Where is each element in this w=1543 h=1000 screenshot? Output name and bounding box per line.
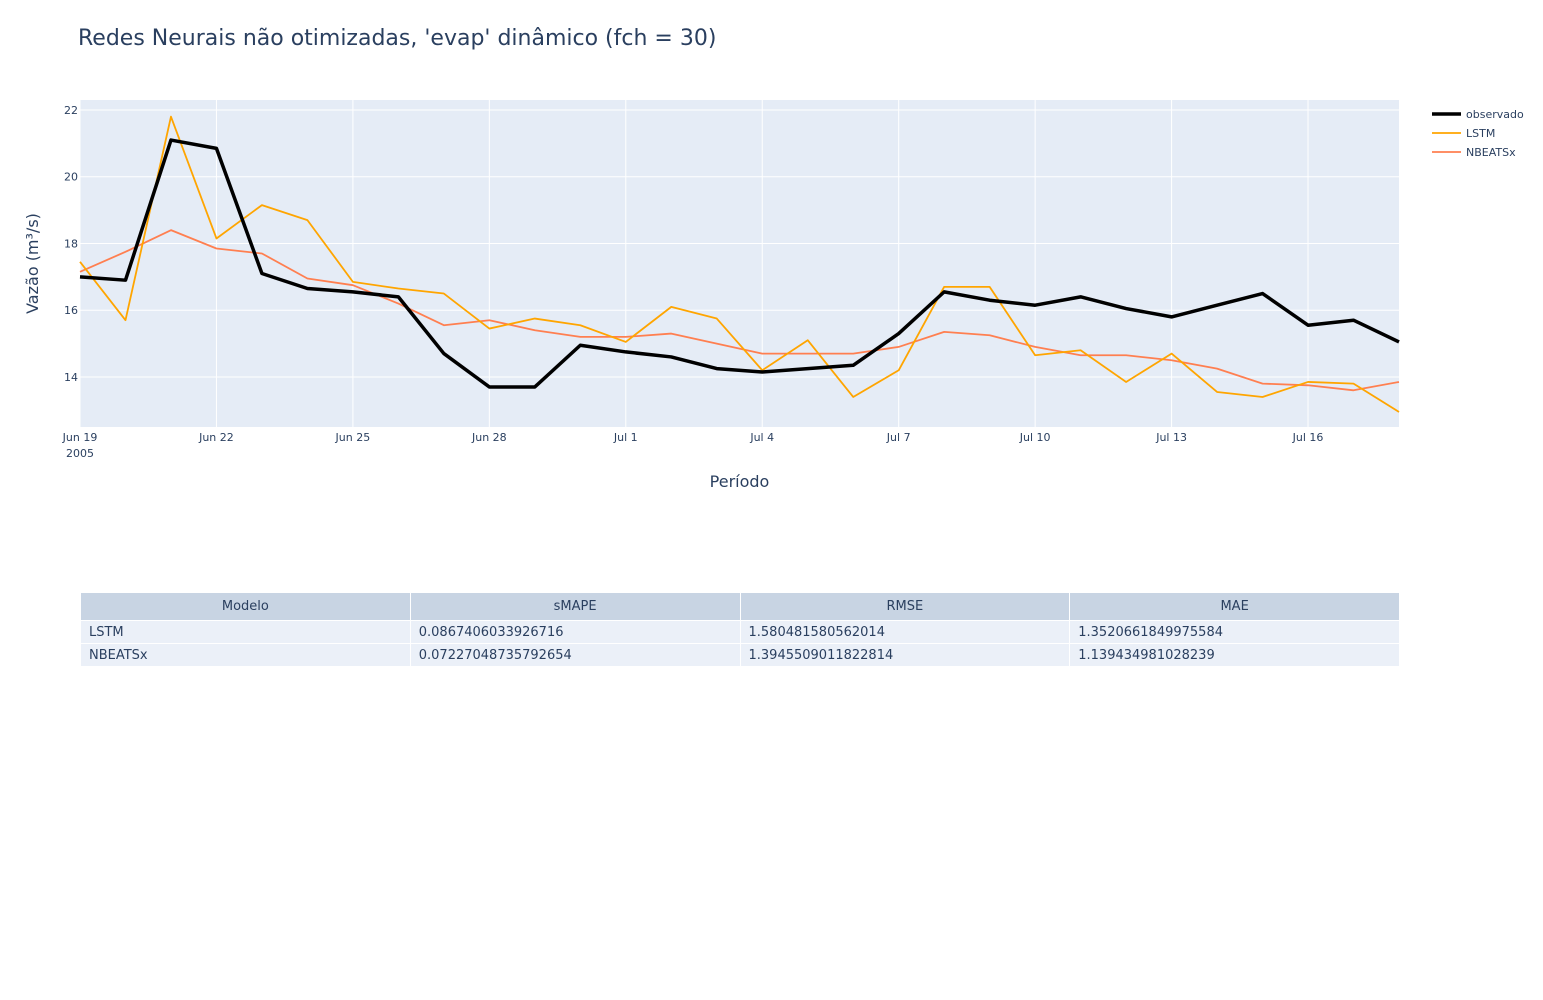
x-tick-label: Jun 19 [62, 431, 98, 444]
chart-title: Redes Neurais não otimizadas, 'evap' din… [78, 26, 717, 51]
y-tick-label: 18 [64, 237, 78, 250]
series-line-nbeatsx [79, 229, 1400, 392]
series-line-lstm [79, 115, 1400, 413]
legend[interactable]: observado LSTM NBEATSx [1432, 108, 1524, 159]
cell-model: LSTM [80, 620, 411, 644]
cell-smape: 0.0867406033926716 [409, 620, 741, 644]
y-tick-label: 20 [64, 171, 78, 184]
cell-mae: 1.139434981028239 [1069, 643, 1400, 667]
gridlines [79, 100, 1399, 427]
x-tick-label: Jul 16 [1292, 431, 1324, 444]
metrics-table: Modelo sMAPE RMSE MAE LSTM 0.08674060339… [80, 592, 1400, 667]
table-header-row: Modelo sMAPE RMSE MAE [80, 592, 1400, 621]
legend-item-lstm[interactable]: LSTM [1432, 127, 1495, 140]
legend-label: LSTM [1466, 127, 1495, 140]
x-axis-title: Período [710, 472, 770, 491]
legend-item-nbeatsx[interactable]: NBEATSx [1432, 146, 1516, 159]
x-tick-label: Jul 4 [749, 431, 774, 444]
table-row: NBEATSx 0.07227048735792654 1.3945509011… [80, 643, 1400, 667]
x-tick-label: Jul 13 [1155, 431, 1187, 444]
cell-smape: 0.07227048735792654 [409, 643, 741, 667]
plot-area [80, 100, 1399, 427]
header-modelo: Modelo [80, 592, 411, 621]
header-smape: sMAPE [409, 592, 741, 621]
legend-label: observado [1466, 108, 1524, 121]
x-tick-label: Jun 25 [335, 431, 371, 444]
header-rmse: RMSE [739, 592, 1071, 621]
x-tick-label: Jul 1 [613, 431, 638, 444]
series-lines [79, 115, 1400, 413]
y-axis-ticks: 14 16 18 20 22 [64, 104, 78, 384]
y-tick-label: 22 [64, 104, 78, 117]
x-tick-label: Jun 28 [471, 431, 507, 444]
header-mae: MAE [1069, 592, 1400, 621]
table-row: LSTM 0.0867406033926716 1.58048158056201… [80, 620, 1400, 644]
x-axis-ticks: Jun 19 2005 Jun 22 Jun 25 Jun 28 Jul 1 Jul 4 Ju… [62, 431, 1324, 460]
x-tick-label: Jun 22 [198, 431, 234, 444]
y-tick-label: 16 [64, 304, 78, 317]
cell-mae: 1.3520661849975584 [1069, 620, 1400, 644]
legend-label: NBEATSx [1466, 146, 1516, 159]
y-tick-label: 14 [64, 371, 78, 384]
cell-model: NBEATSx [80, 643, 411, 667]
cell-rmse: 1.3945509011822814 [739, 643, 1071, 667]
cell-rmse: 1.580481580562014 [739, 620, 1071, 644]
y-axis-title: Vazão (m³/s) [23, 213, 42, 314]
x-tick-label: Jul 7 [886, 431, 911, 444]
series-line-observado [79, 138, 1400, 389]
x-tick-label: Jul 10 [1019, 431, 1051, 444]
x-tick-sublabel: 2005 [66, 447, 94, 460]
legend-item-observado[interactable]: observado [1432, 108, 1524, 121]
